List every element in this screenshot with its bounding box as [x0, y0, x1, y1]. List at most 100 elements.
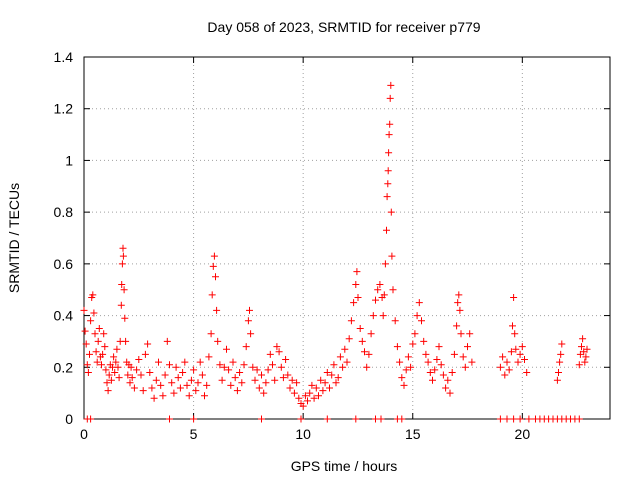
data-point: [196, 358, 204, 366]
data-point: [80, 306, 88, 314]
x-tick-label: 20: [515, 426, 531, 442]
data-point: [431, 366, 439, 374]
data-point: [328, 371, 336, 379]
data-point: [299, 402, 307, 410]
x-tick-label: 10: [295, 426, 311, 442]
y-tick-label: 0.6: [54, 256, 74, 272]
data-point: [448, 369, 456, 376]
y-tick-label: 1.2: [54, 101, 74, 117]
data-point: [442, 384, 450, 392]
data-point: [415, 299, 423, 307]
plot-frame: [83, 56, 611, 420]
data-point: [207, 330, 215, 338]
y-tick-label: 0: [65, 411, 73, 427]
data-point: [510, 415, 518, 423]
data-point: [343, 358, 351, 366]
data-point: [358, 337, 366, 345]
y-tick-label: 0.8: [54, 204, 74, 220]
data-point: [381, 260, 389, 268]
data-point: [262, 379, 270, 387]
data-point: [114, 363, 122, 371]
data-point: [100, 330, 108, 338]
data-point: [509, 322, 516, 330]
data-point: [433, 356, 441, 363]
data-point: [525, 415, 533, 423]
data-point: [179, 369, 187, 376]
data-point: [110, 353, 118, 361]
data-point: [236, 369, 244, 376]
data-point: [284, 371, 292, 379]
data-point: [209, 262, 217, 270]
data-point: [118, 260, 126, 268]
data-point: [181, 358, 189, 366]
data-point: [264, 366, 272, 374]
data-point: [161, 371, 169, 379]
data-point: [361, 348, 368, 356]
data-point: [516, 415, 524, 423]
data-point: [446, 389, 454, 397]
data-point: [111, 369, 119, 376]
data-point: [422, 350, 430, 358]
data-point: [418, 317, 425, 325]
x-tick-label: 15: [405, 426, 421, 442]
data-point: [391, 317, 399, 325]
data-point: [429, 376, 436, 384]
y-tick-label: 0.4: [54, 308, 74, 324]
data-point: [424, 358, 432, 366]
data-point: [499, 353, 507, 361]
data-point: [172, 363, 180, 371]
data-point: [251, 376, 259, 384]
data-point: [459, 353, 467, 361]
data-point: [247, 330, 255, 338]
data-point: [575, 415, 583, 423]
data-point: [288, 376, 296, 384]
data-point: [376, 281, 384, 288]
data-point: [553, 376, 561, 384]
data-point: [220, 363, 228, 371]
data-point: [380, 291, 388, 299]
data-point: [385, 149, 393, 157]
data-point: [456, 306, 464, 314]
data-point: [141, 350, 149, 358]
data-point: [190, 415, 198, 423]
data-point: [124, 371, 132, 379]
grid-lines: [84, 57, 610, 419]
data-point: [233, 387, 241, 395]
data-point: [384, 167, 392, 175]
data-point: [99, 350, 107, 358]
data-point: [238, 379, 246, 387]
data-point: [398, 374, 406, 382]
data-point: [93, 358, 101, 366]
data-point: [159, 392, 167, 400]
data-point: [386, 120, 394, 128]
data-point: [121, 314, 129, 322]
data-point: [579, 335, 587, 343]
data-point: [356, 325, 364, 332]
data-point: [523, 369, 531, 376]
data-point: [98, 361, 105, 369]
data-point: [135, 356, 143, 363]
data-point: [557, 350, 565, 358]
data-point: [379, 312, 387, 320]
data-point: [383, 193, 391, 201]
data-point: [266, 350, 274, 358]
data-point: [157, 381, 165, 389]
data-point: [326, 384, 333, 392]
data-point: [321, 379, 329, 387]
data-point: [367, 330, 375, 338]
data-point: [117, 301, 125, 309]
data-point: [496, 415, 504, 423]
data-point: [578, 343, 585, 351]
data-point: [437, 361, 445, 369]
data-point: [86, 350, 93, 358]
data-point: [82, 340, 90, 348]
data-point: [133, 366, 141, 374]
data-point: [185, 392, 193, 400]
data-point: [582, 353, 590, 361]
data-point: [464, 343, 471, 351]
data-point: [383, 226, 390, 234]
data-point: [194, 379, 202, 387]
data-point: [103, 379, 111, 387]
y-tick-label: 1: [65, 152, 73, 168]
data-point: [258, 371, 265, 379]
